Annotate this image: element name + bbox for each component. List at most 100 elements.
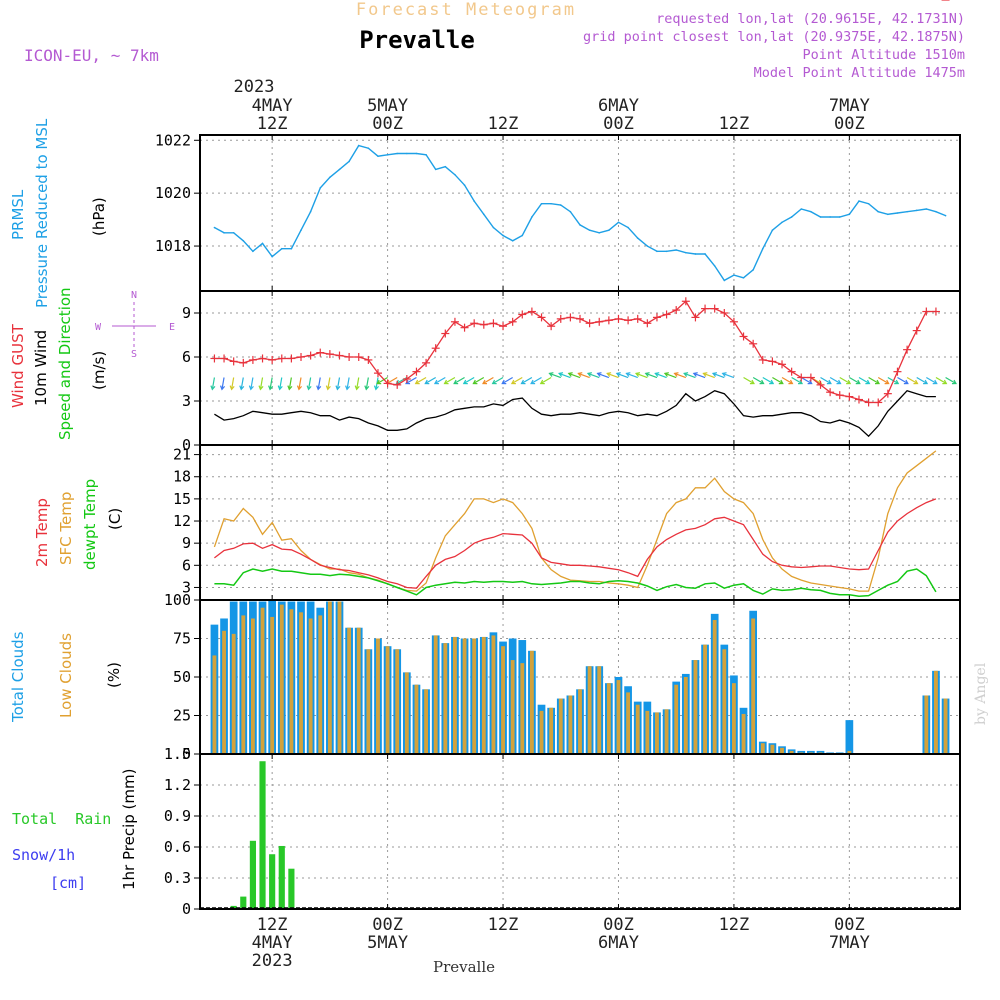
temperature-ytick-label: 15	[173, 490, 191, 508]
pressure-point	[896, 212, 899, 214]
top-date-label: 7MAY	[829, 96, 870, 116]
low-cloud-bar	[260, 607, 265, 754]
low-cloud-bar	[722, 649, 727, 754]
wind-direction-arrowhead	[316, 385, 322, 391]
temperature-frame	[199, 444, 961, 601]
pressure-label-2: Pressure Reduced to MSL	[33, 118, 51, 308]
pressure-point	[579, 224, 581, 226]
wind-direction-arrowhead	[443, 379, 449, 385]
pressure-ytick-label: 1018	[155, 237, 191, 255]
low-cloud-bar	[943, 698, 948, 754]
precipitation-ytick-label: 0.9	[164, 807, 191, 825]
low-cloud-bar	[732, 683, 736, 754]
top-hour-label: 00Z	[834, 114, 865, 134]
low-cloud-bar	[289, 609, 294, 754]
wind-direction-arrow	[683, 372, 696, 379]
low-cloud-bar	[424, 689, 428, 754]
pressure-point	[598, 232, 601, 234]
rain-bar	[278, 845, 285, 909]
total-cloud-bar	[845, 720, 854, 754]
pressure-point	[280, 247, 283, 250]
wind-direction-arrow	[492, 377, 504, 385]
wind-direction-arrowhead	[634, 372, 641, 377]
wind-direction-arrowhead	[219, 385, 226, 391]
low-cloud-bar	[395, 649, 400, 754]
low-cloud-bar	[558, 698, 563, 754]
wind-direction-arrow	[558, 372, 571, 379]
low-cloud-bar	[616, 680, 621, 754]
low-cloud-bar	[635, 704, 640, 754]
wind-direction-arrow	[453, 377, 465, 385]
wind-direction-arrowhead	[424, 379, 430, 385]
low-cloud-bar	[606, 683, 611, 754]
pressure-point	[569, 210, 572, 213]
bottom-hour-label: 12Z	[488, 915, 519, 935]
top-hour-label: 00Z	[372, 114, 403, 134]
bottom-date-label: 4MAY	[252, 933, 293, 953]
wind-direction-arrowhead	[596, 372, 602, 377]
wind-direction-arrow	[693, 372, 706, 379]
bottom-hour-label: 12Z	[719, 915, 750, 935]
pressure-point	[502, 234, 504, 237]
wind-direction-arrow	[327, 377, 331, 390]
low-cloud-bar	[626, 692, 631, 754]
pressure-panel: 1018 1020 1022	[155, 131, 960, 291]
low-cloud-bar	[674, 684, 679, 754]
wind-direction-arrow	[415, 377, 427, 385]
cloud-total-label: Total Clouds	[9, 631, 27, 723]
top-date-label: 6MAY	[598, 96, 639, 116]
pressure-point	[627, 226, 629, 229]
pressure-point	[656, 250, 658, 253]
low-cloud-bar	[279, 604, 284, 754]
pressure-point	[742, 276, 745, 279]
low-cloud-bar	[693, 660, 698, 754]
low-cloud-bar	[453, 636, 457, 754]
pressure-point	[521, 234, 524, 237]
wind-direction-arrowhead	[248, 385, 254, 391]
wind-direction-arrow	[906, 377, 918, 385]
wind-direction-arrow	[521, 377, 533, 385]
wind-direction-arrow	[664, 372, 677, 379]
title-top: Forecast Meteogram	[356, 0, 576, 20]
low-cloud-bar	[770, 744, 775, 754]
wind-direction-arrowhead	[942, 379, 948, 385]
pressure-unit: (hPa)	[90, 197, 108, 236]
compass-s: S	[131, 349, 137, 360]
wind-direction-arrowhead	[376, 379, 382, 385]
wind-direction-arrow	[877, 377, 889, 385]
wind-direction-arrow	[597, 372, 610, 379]
wind-direction-arrowhead	[749, 379, 755, 385]
low-cloud-bar	[847, 750, 852, 754]
precipitation-ytick-label: 1.2	[164, 776, 191, 794]
pressure-point	[511, 239, 514, 242]
temp-dew-label: dewpt Temp	[81, 479, 99, 570]
pressure-point	[531, 216, 533, 218]
pressure-point	[838, 216, 841, 218]
low-cloud-bar	[934, 670, 938, 754]
pressure-point	[733, 274, 735, 276]
pressure-point	[608, 229, 610, 231]
pressure-point	[906, 210, 908, 213]
pressure-point	[636, 237, 639, 239]
wind-direction-arrow	[336, 377, 341, 390]
pressure-point	[800, 208, 803, 210]
wind-direction-arrowhead	[539, 379, 545, 385]
low-cloud-bar	[664, 709, 669, 754]
pressure-ytick-label: 1020	[155, 184, 191, 202]
wind-direction-arrow	[317, 377, 321, 390]
pressure-point	[685, 251, 687, 254]
cloud-unit: (%)	[105, 662, 123, 688]
bottom-date-label: 7MAY	[829, 933, 870, 953]
wind-direction-arrow	[279, 377, 283, 390]
clouds-ytick-label: 25	[173, 707, 191, 725]
pressure-point	[771, 229, 774, 231]
pressure-point	[338, 168, 341, 171]
rain-bar	[269, 854, 276, 909]
low-cloud-bar	[337, 601, 342, 754]
wind-direction-arrow	[568, 372, 581, 379]
clouds-ytick-label: 100	[164, 591, 191, 609]
wind-direction-arrowhead	[894, 379, 900, 385]
wind-ytick-label: 3	[182, 392, 191, 410]
